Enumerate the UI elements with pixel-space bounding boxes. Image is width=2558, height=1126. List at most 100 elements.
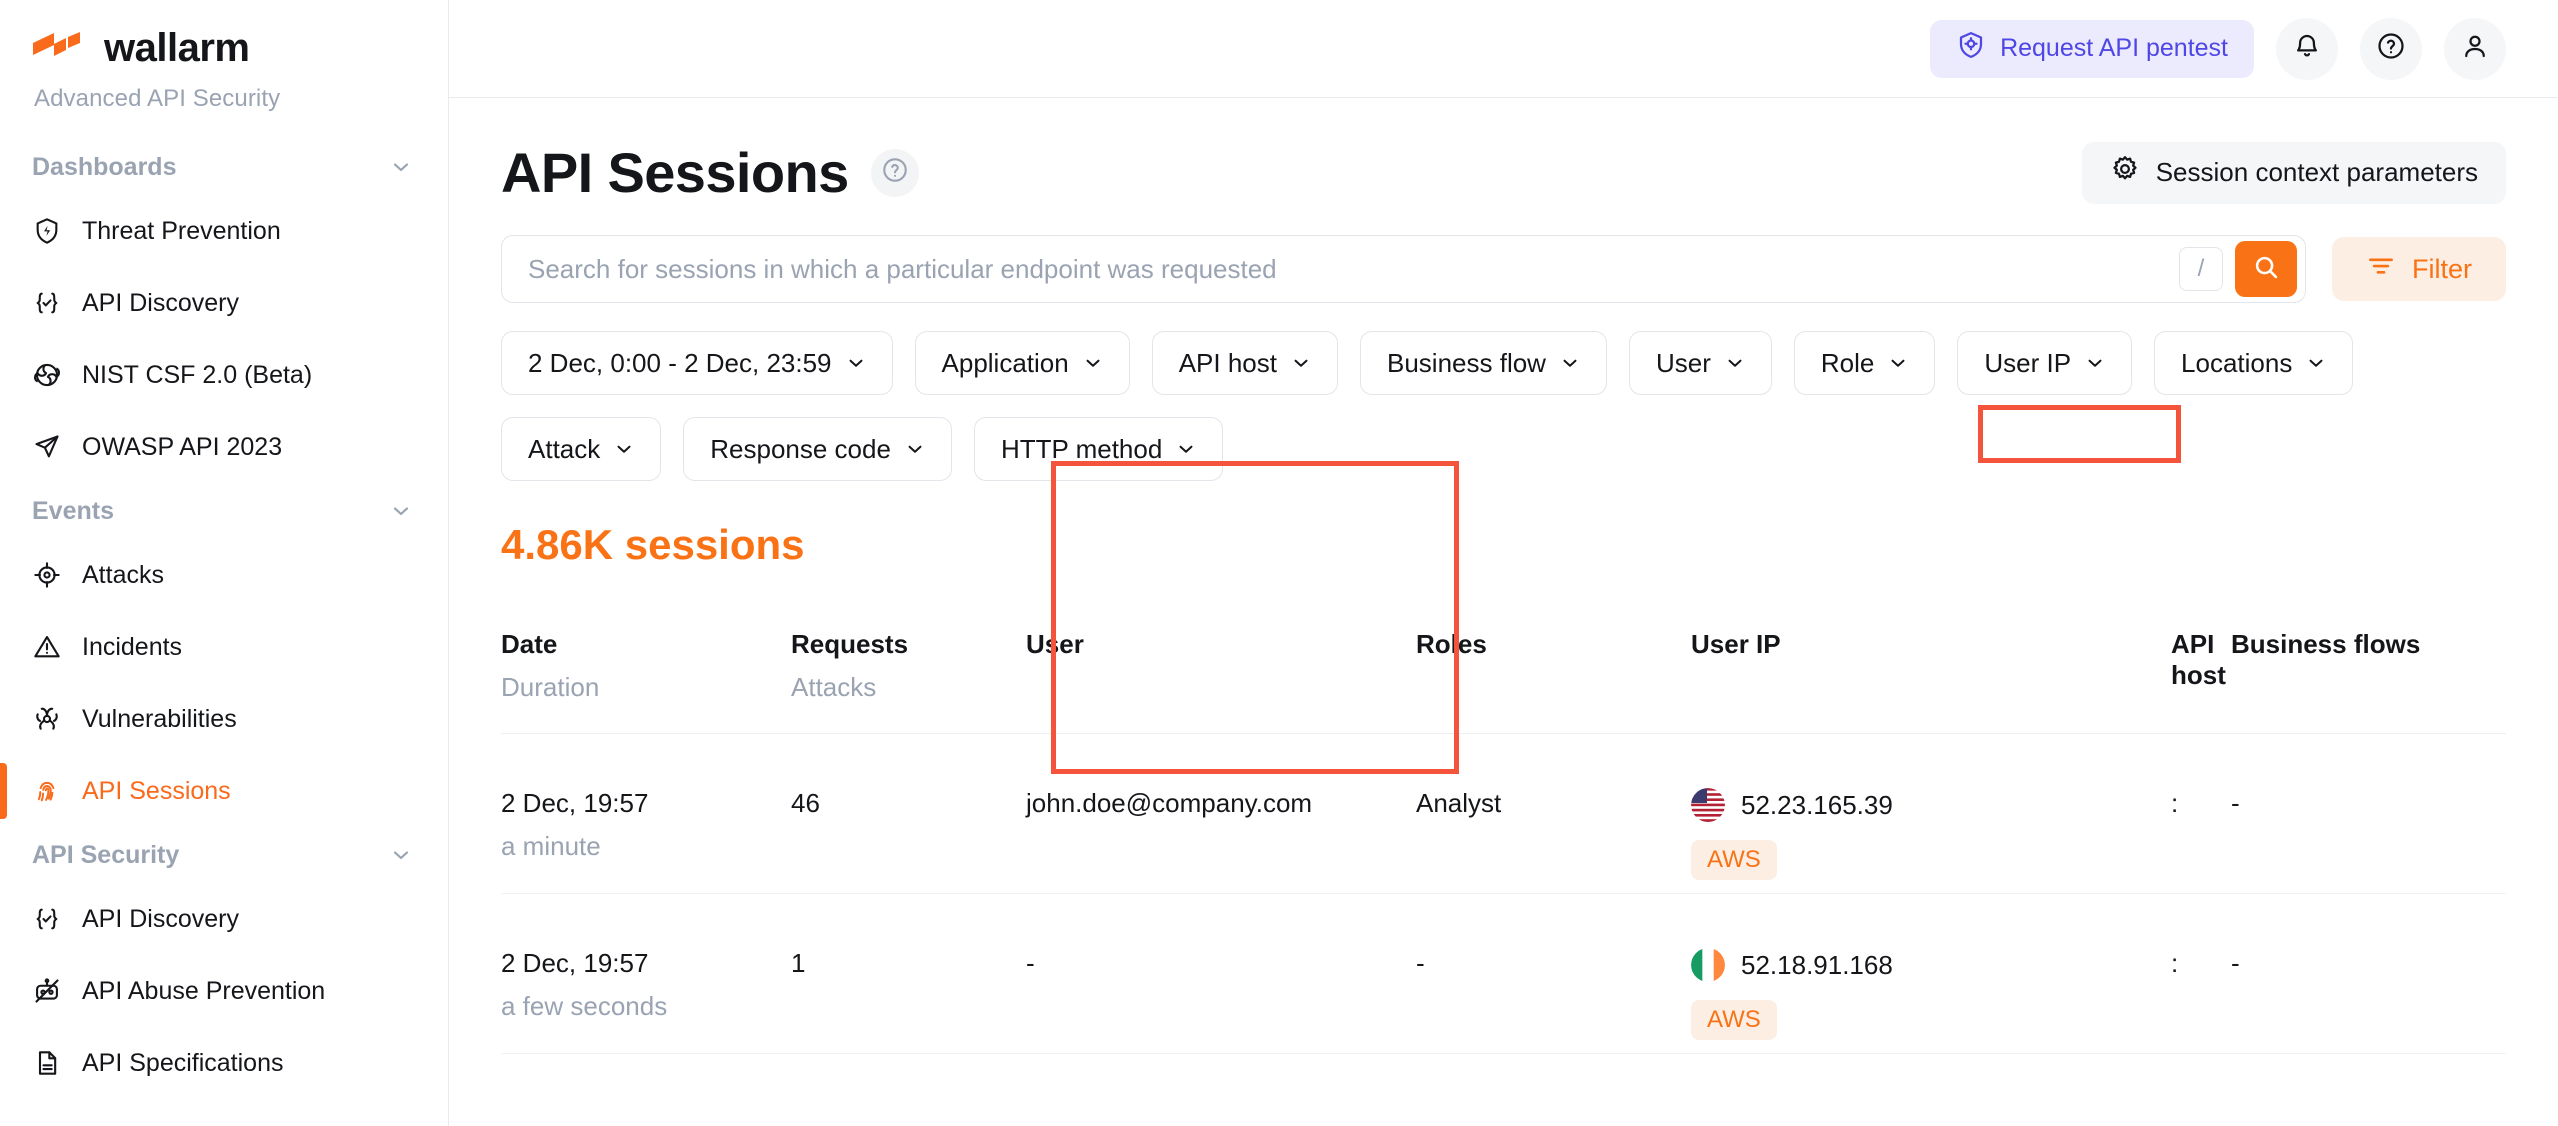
cell-requests: 1 (791, 948, 806, 978)
table-row[interactable]: 2 Dec, 19:57 a minute 46 john.doe@compan… (501, 734, 2506, 894)
paper-plane-icon (32, 432, 62, 462)
search-icon (2252, 253, 2280, 286)
table-body: 2 Dec, 19:57 a minute 46 john.doe@compan… (501, 734, 2506, 1054)
sidebar-item-nist-csf[interactable]: NIST CSF 2.0 (Beta) (0, 339, 448, 411)
filter-chip-user-ip[interactable]: User IP (1957, 331, 2133, 395)
filter-icon (2366, 251, 2396, 288)
sidebar-item-owasp-api[interactable]: OWASP API 2023 (0, 411, 448, 483)
chevron-down-icon (390, 500, 412, 522)
user-avatar-icon (2460, 31, 2490, 66)
sidebar-item-api-discovery-dashboard[interactable]: API Discovery (0, 267, 448, 339)
chevron-down-icon (1725, 353, 1745, 373)
column-header-main: Business flows (2231, 629, 2421, 659)
nist-clover-icon (32, 360, 62, 390)
column-header-user: User (1026, 595, 1416, 690)
chevron-down-icon (846, 353, 866, 373)
account-button[interactable] (2444, 17, 2506, 80)
sidebar-item-api-abuse-prevention[interactable]: API Abuse Prevention (0, 955, 448, 1027)
chevron-down-icon (1291, 353, 1311, 373)
wallarm-logo-icon (32, 31, 88, 67)
sidebar-item-label: API Specifications (82, 1048, 284, 1077)
sidebar-item-attacks[interactable]: Attacks (0, 539, 448, 611)
request-api-pentest-label: Request API pentest (2000, 34, 2228, 62)
sidebar-item-api-sessions[interactable]: API Sessions (0, 755, 448, 827)
notifications-button[interactable] (2276, 17, 2338, 80)
sidebar-item-threat-prevention[interactable]: Threat Prevention (0, 195, 448, 267)
column-header-requests: Requests Attacks (791, 595, 1026, 733)
sidebar: wallarm Advanced API Security Dashboards… (0, 0, 449, 1126)
biohazard-icon (32, 704, 62, 734)
sidebar-section-dashboards[interactable]: Dashboards (0, 139, 448, 195)
filter-chip-http-method[interactable]: HTTP method (973, 417, 1224, 481)
filter-button[interactable]: Filter (2332, 237, 2506, 301)
page-help-button[interactable] (870, 148, 919, 197)
filter-chip-label: HTTP method (1000, 433, 1163, 464)
cell-user-ip: 52.18.91.168 AWS (1691, 894, 2171, 1040)
question-circle-icon (2376, 31, 2406, 66)
filter-chip-api-host[interactable]: API host (1151, 331, 1338, 395)
sidebar-item-label: Vulnerabilities (82, 704, 237, 733)
sidebar-item-label: API Sessions (82, 776, 231, 805)
search-submit-button[interactable] (2235, 241, 2297, 297)
search-shortcut-key: / (2179, 247, 2223, 291)
brand-name: wallarm (104, 26, 250, 70)
filter-chip-attack[interactable]: Attack (501, 417, 662, 481)
cell-business-flows: - (2231, 788, 2240, 818)
cell-api-host: : (2171, 948, 2181, 978)
sidebar-item-api-specifications[interactable]: API Specifications (0, 1027, 448, 1099)
chevron-down-icon (1560, 353, 1580, 373)
sidebar-item-incidents[interactable]: Incidents (0, 611, 448, 683)
filter-chip-role[interactable]: Role (1793, 331, 1936, 395)
cell-date: 2 Dec, 19:57 a few seconds (501, 894, 791, 1022)
column-header-user-ip: User IP (1691, 595, 2171, 690)
filter-chip-date-range[interactable]: 2 Dec, 0:00 - 2 Dec, 23:59 (501, 331, 893, 395)
cell-date: 2 Dec, 19:57 a minute (501, 734, 791, 862)
filter-chip-response-code[interactable]: Response code (683, 417, 952, 481)
sidebar-item-label: Incidents (82, 632, 183, 661)
page-header: API Sessions Session context parameters (501, 98, 2506, 235)
brand-subtitle: Advanced API Security (34, 85, 281, 112)
table-header-row: Date Duration Requests Attacks User Role… (501, 595, 2506, 734)
filter-chip-user[interactable]: User (1628, 331, 1772, 395)
cell-roles: - (1416, 948, 1425, 978)
cell-business-flows: - (2231, 948, 2240, 978)
us-flag-icon (1691, 788, 1725, 822)
search-input[interactable]: Search for sessions in which a particula… (528, 253, 1277, 284)
sidebar-item-api-discovery-security[interactable]: API Discovery (0, 883, 448, 955)
document-icon (32, 1048, 62, 1078)
sidebar-item-vulnerabilities[interactable]: Vulnerabilities (0, 683, 448, 755)
column-header-main: Requests (791, 629, 909, 659)
filter-label: Filter (2412, 253, 2472, 284)
table-row[interactable]: 2 Dec, 19:57 a few seconds 1 - - 52.18.9 (501, 894, 2506, 1054)
sessions-table: Date Duration Requests Attacks User Role… (501, 595, 2506, 1054)
search-box[interactable]: Search for sessions in which a particula… (501, 235, 2306, 303)
sidebar-section-events[interactable]: Events (0, 483, 448, 539)
column-header-main: Roles (1416, 629, 1487, 659)
page-content: API Sessions Session context parameters (449, 98, 2558, 1126)
chevron-down-icon (614, 439, 634, 459)
session-context-parameters-button[interactable]: Session context parameters (2081, 141, 2506, 204)
sidebar-section-api-security[interactable]: API Security (0, 827, 448, 883)
session-context-parameters-label: Session context parameters (2155, 157, 2478, 187)
shield-target-icon (1956, 30, 1986, 67)
filter-chip-locations[interactable]: Locations (2154, 331, 2354, 395)
filter-chip-label: User IP (1984, 347, 2072, 378)
cell-user: - (1026, 948, 1035, 978)
filter-chip-business-flow[interactable]: Business flow (1360, 331, 1607, 395)
bell-icon (2292, 31, 2322, 66)
search-row: Search for sessions in which a particula… (501, 235, 2506, 303)
column-header-sub: Attacks (791, 672, 877, 702)
chevron-down-icon (390, 156, 412, 178)
cell-api-host: : (2171, 788, 2181, 818)
sidebar-nav: Dashboards Threat Prevention API Discove… (0, 139, 448, 1099)
filter-chip-application[interactable]: Application (914, 331, 1130, 395)
filter-chip-label: Application (941, 347, 1069, 378)
sidebar-section-label: Events (32, 496, 114, 525)
request-api-pentest-button[interactable]: Request API pentest (1930, 19, 2254, 78)
cell-user: john.doe@company.com (1026, 788, 1313, 818)
sidebar-item-label: Attacks (82, 560, 164, 589)
filter-chip-label: Locations (2181, 347, 2293, 378)
column-header-api-host: API host (2171, 595, 2231, 721)
help-button[interactable] (2360, 17, 2422, 80)
cell-user-ip: 52.23.165.39 AWS (1691, 734, 2171, 880)
